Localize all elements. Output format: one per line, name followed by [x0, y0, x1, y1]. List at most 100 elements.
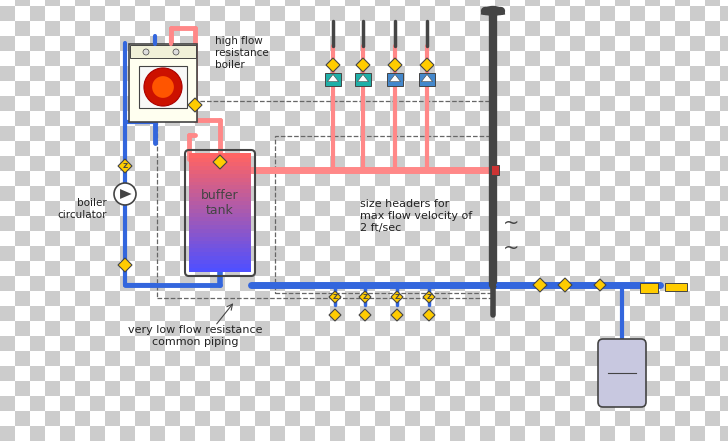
- Bar: [540, 231, 555, 246]
- Bar: [420, 426, 435, 441]
- Bar: [135, 6, 150, 21]
- Bar: [45, 276, 60, 291]
- Bar: [450, 36, 465, 51]
- Bar: [270, 141, 285, 156]
- Bar: [600, 171, 615, 186]
- Bar: [225, 6, 240, 21]
- Bar: [600, 36, 615, 51]
- Bar: [615, 381, 630, 396]
- Bar: [120, 261, 135, 276]
- Bar: [135, 141, 150, 156]
- Bar: [405, 321, 420, 336]
- Bar: [480, 81, 495, 96]
- Bar: [420, 171, 435, 186]
- Bar: [615, 261, 630, 276]
- Bar: [615, 231, 630, 246]
- Polygon shape: [328, 75, 339, 82]
- Bar: [465, 306, 480, 321]
- Bar: [555, 426, 570, 441]
- Bar: [150, 81, 165, 96]
- Bar: [285, 156, 300, 171]
- Bar: [645, 411, 660, 426]
- Bar: [135, 0, 150, 6]
- Bar: [465, 321, 480, 336]
- Bar: [30, 246, 45, 261]
- Bar: [555, 156, 570, 171]
- Bar: [255, 51, 270, 66]
- Bar: [435, 366, 450, 381]
- Polygon shape: [118, 159, 132, 173]
- Bar: [15, 66, 30, 81]
- Bar: [189, 228, 251, 233]
- Bar: [690, 261, 705, 276]
- Bar: [570, 66, 585, 81]
- Bar: [540, 141, 555, 156]
- Bar: [345, 171, 360, 186]
- Bar: [285, 306, 300, 321]
- Bar: [315, 111, 330, 126]
- Bar: [480, 0, 495, 6]
- Bar: [495, 351, 510, 366]
- Bar: [720, 366, 728, 381]
- Bar: [465, 216, 480, 231]
- Bar: [555, 36, 570, 51]
- Bar: [555, 66, 570, 81]
- Bar: [240, 291, 255, 306]
- Bar: [210, 156, 225, 171]
- Bar: [450, 321, 465, 336]
- Bar: [375, 36, 390, 51]
- Bar: [540, 171, 555, 186]
- Bar: [30, 156, 45, 171]
- Bar: [285, 96, 300, 111]
- Bar: [435, 141, 450, 156]
- Bar: [0, 66, 15, 81]
- Bar: [15, 126, 30, 141]
- Bar: [165, 0, 180, 6]
- Bar: [390, 366, 405, 381]
- Bar: [275, 136, 493, 293]
- Bar: [585, 411, 600, 426]
- Bar: [60, 306, 75, 321]
- Bar: [150, 6, 165, 21]
- Bar: [555, 351, 570, 366]
- Polygon shape: [120, 189, 132, 199]
- Bar: [105, 246, 120, 261]
- Bar: [375, 231, 390, 246]
- Bar: [585, 81, 600, 96]
- Bar: [390, 171, 405, 186]
- Bar: [255, 291, 270, 306]
- Bar: [120, 336, 135, 351]
- Bar: [585, 6, 600, 21]
- Bar: [585, 396, 600, 411]
- Bar: [180, 276, 195, 291]
- Bar: [630, 186, 645, 201]
- Bar: [390, 306, 405, 321]
- Bar: [225, 336, 240, 351]
- Bar: [180, 0, 195, 6]
- Bar: [615, 276, 630, 291]
- Bar: [330, 231, 345, 246]
- Bar: [465, 66, 480, 81]
- Bar: [630, 246, 645, 261]
- Bar: [30, 201, 45, 216]
- Bar: [690, 81, 705, 96]
- Bar: [420, 231, 435, 246]
- Bar: [225, 276, 240, 291]
- Bar: [189, 161, 251, 166]
- Bar: [150, 396, 165, 411]
- Bar: [510, 66, 525, 81]
- Bar: [345, 186, 360, 201]
- Bar: [480, 291, 495, 306]
- Bar: [540, 156, 555, 171]
- Bar: [420, 396, 435, 411]
- Bar: [690, 6, 705, 21]
- Bar: [135, 201, 150, 216]
- Bar: [315, 171, 330, 186]
- Bar: [660, 231, 675, 246]
- Bar: [255, 261, 270, 276]
- Bar: [195, 426, 210, 441]
- Bar: [450, 306, 465, 321]
- Bar: [45, 66, 60, 81]
- Bar: [285, 186, 300, 201]
- Bar: [705, 36, 720, 51]
